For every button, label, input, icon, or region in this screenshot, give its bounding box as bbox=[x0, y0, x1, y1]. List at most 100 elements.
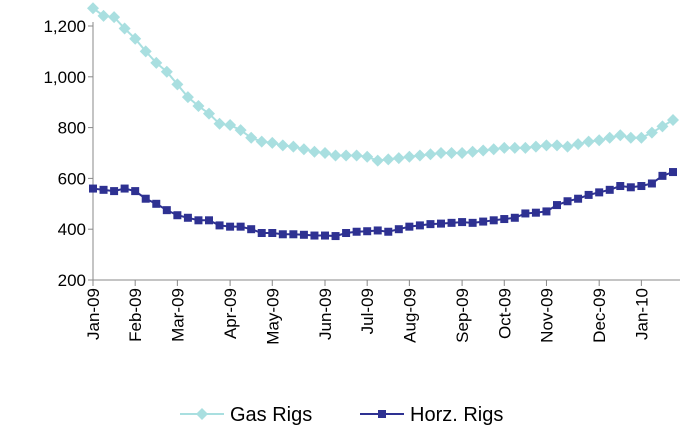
data-point bbox=[426, 220, 435, 229]
data-point bbox=[224, 119, 237, 132]
data-point bbox=[413, 149, 426, 162]
data-point bbox=[268, 229, 277, 238]
data-point bbox=[171, 78, 184, 91]
x-tick-label: Oct-09 bbox=[495, 288, 514, 339]
data-point bbox=[331, 232, 340, 241]
data-point bbox=[257, 229, 266, 238]
data-point bbox=[574, 194, 583, 203]
data-point bbox=[361, 150, 374, 163]
data-point bbox=[508, 141, 521, 154]
data-point bbox=[205, 216, 213, 225]
data-point bbox=[445, 147, 458, 159]
data-point bbox=[110, 187, 119, 196]
data-point bbox=[352, 227, 361, 236]
data-point bbox=[120, 184, 129, 193]
data-point bbox=[405, 222, 414, 231]
data-point bbox=[183, 213, 192, 222]
data-point bbox=[521, 209, 530, 218]
x-tick-label: Aug-09 bbox=[400, 288, 419, 343]
data-point bbox=[276, 139, 289, 152]
data-point bbox=[363, 227, 372, 236]
data-point bbox=[456, 147, 469, 159]
data-point bbox=[529, 140, 542, 153]
data-point bbox=[255, 135, 268, 148]
data-point bbox=[458, 218, 467, 227]
data-point bbox=[487, 143, 500, 156]
x-tick-label: Nov-09 bbox=[537, 288, 556, 343]
data-point bbox=[382, 153, 395, 166]
legend-marker bbox=[196, 408, 208, 420]
data-point bbox=[477, 144, 490, 157]
data-point bbox=[519, 141, 532, 154]
data-point bbox=[603, 131, 616, 144]
data-point bbox=[647, 179, 656, 188]
data-point bbox=[118, 22, 131, 35]
data-point bbox=[500, 215, 509, 224]
series bbox=[87, 2, 679, 167]
data-point bbox=[340, 149, 353, 162]
data-point bbox=[278, 230, 287, 239]
data-point bbox=[245, 131, 258, 144]
data-point bbox=[435, 147, 447, 159]
data-point bbox=[289, 230, 298, 239]
data-point bbox=[394, 225, 403, 234]
x-tick-label: Apr-09 bbox=[221, 288, 240, 339]
data-point bbox=[656, 120, 669, 133]
y-tick-label: 400 bbox=[58, 220, 86, 239]
data-point bbox=[415, 221, 424, 230]
data-point bbox=[563, 197, 572, 206]
x-tick-label: May-09 bbox=[263, 288, 282, 345]
data-point bbox=[553, 201, 561, 210]
data-point bbox=[99, 185, 108, 194]
data-point bbox=[616, 182, 625, 191]
data-point bbox=[498, 141, 511, 154]
data-point bbox=[215, 221, 224, 230]
data-point bbox=[403, 150, 416, 163]
data-point bbox=[614, 129, 627, 142]
data-point bbox=[310, 231, 319, 240]
data-point bbox=[605, 185, 614, 194]
data-point bbox=[447, 218, 456, 227]
data-point bbox=[624, 131, 637, 144]
data-point bbox=[266, 136, 279, 149]
x-tick-label: Jun-09 bbox=[316, 288, 335, 340]
data-point bbox=[595, 188, 604, 197]
y-tick-label: 200 bbox=[58, 271, 86, 290]
y-tick-label: 1,200 bbox=[43, 17, 86, 36]
data-point bbox=[181, 91, 194, 104]
data-point bbox=[531, 208, 540, 217]
data-point bbox=[371, 154, 384, 167]
data-point bbox=[342, 229, 351, 238]
data-point bbox=[392, 152, 405, 165]
data-point bbox=[645, 126, 658, 139]
data-point bbox=[131, 187, 140, 196]
data-point bbox=[308, 145, 321, 158]
data-point bbox=[373, 226, 382, 235]
data-point bbox=[542, 207, 551, 216]
y-tick-label: 600 bbox=[58, 169, 86, 188]
data-point bbox=[479, 217, 488, 226]
x-tick-label: Jan-09 bbox=[84, 288, 103, 340]
data-point bbox=[329, 149, 342, 162]
data-point bbox=[213, 117, 226, 130]
data-point bbox=[626, 183, 635, 192]
data-point bbox=[160, 65, 173, 78]
legend-label: Horz. Rigs bbox=[410, 404, 503, 426]
data-point bbox=[551, 139, 563, 152]
data-point bbox=[226, 222, 235, 231]
data-point bbox=[384, 227, 393, 236]
data-point bbox=[97, 9, 110, 22]
data-point bbox=[424, 148, 437, 161]
data-point bbox=[582, 135, 595, 148]
y-tick-label: 800 bbox=[58, 119, 86, 138]
series bbox=[89, 168, 677, 241]
data-point bbox=[350, 149, 363, 162]
data-point bbox=[572, 138, 585, 151]
data-point bbox=[540, 139, 553, 152]
data-point bbox=[468, 218, 477, 227]
data-point bbox=[129, 32, 142, 45]
data-point bbox=[667, 113, 679, 126]
data-point bbox=[141, 194, 150, 203]
data-point bbox=[192, 100, 205, 113]
x-tick-label: Jul-09 bbox=[358, 288, 377, 334]
